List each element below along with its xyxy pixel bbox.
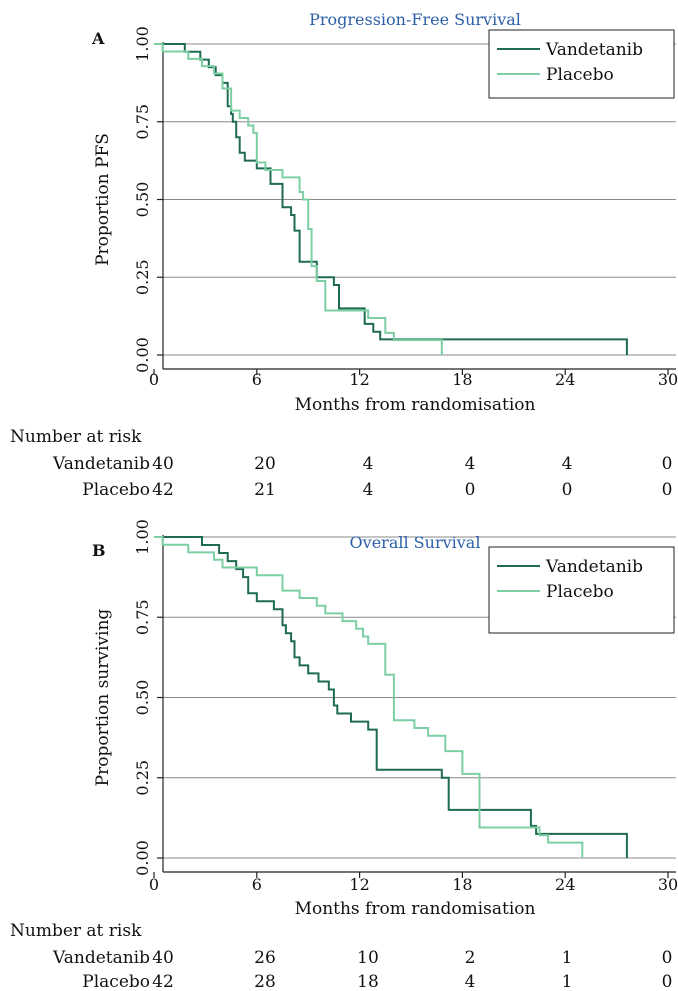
risk-row-label: Placebo	[82, 480, 150, 500]
y-axis-label: Proportion surviving	[93, 609, 113, 787]
risk-cell: 4	[465, 454, 476, 474]
panel-letter: A	[91, 29, 105, 48]
risk-cell: 0	[465, 480, 476, 500]
y-tick-label: 0.50	[133, 680, 152, 716]
risk-cell: 0	[562, 480, 573, 500]
y-tick-label: 0.00	[133, 337, 152, 373]
x-tick-label: 0	[149, 370, 159, 389]
risk-cell: 26	[254, 948, 276, 968]
risk-cell: 21	[254, 480, 276, 500]
risk-table-heading: Number at risk	[10, 427, 142, 447]
risk-cell: 18	[357, 972, 379, 987]
series-line-vandetanib	[154, 536, 628, 858]
risk-cell: 0	[662, 972, 673, 987]
series-line-placebo	[154, 536, 584, 858]
x-axis-label: Months from randomisation	[295, 899, 536, 919]
risk-cell: 28	[254, 972, 276, 987]
legend-entry: Vandetanib	[545, 40, 643, 60]
y-tick-label: 0.00	[133, 840, 152, 876]
y-tick-label: 0.75	[133, 599, 152, 635]
x-axis-label: Months from randomisation	[295, 395, 536, 415]
legend-entry: Vandetanib	[545, 557, 643, 577]
series-line-vandetanib	[154, 43, 628, 355]
chart-title: Overall Survival	[350, 533, 481, 552]
risk-table-heading: Number at risk	[10, 921, 142, 941]
y-tick-label: 1.00	[133, 519, 152, 555]
risk-row-label: Vandetanib	[52, 948, 150, 968]
x-tick-label: 18	[452, 875, 472, 894]
legend-box	[488, 29, 675, 99]
risk-cell: 1	[562, 948, 573, 968]
y-tick-label: 0.25	[133, 259, 152, 295]
x-tick-label: 6	[252, 370, 262, 389]
risk-row-label: Vandetanib	[52, 454, 150, 474]
x-tick-label: 30	[658, 875, 678, 894]
risk-cell: 42	[152, 480, 174, 500]
risk-cell: 42	[152, 972, 174, 987]
y-axis-label: Proportion PFS	[93, 133, 113, 266]
panel-letter: B	[92, 541, 106, 560]
y-tick-label: 1.00	[133, 26, 152, 62]
legend-entry: Placebo	[546, 65, 614, 85]
y-tick-label: 0.50	[133, 182, 152, 218]
x-tick-label: 24	[555, 875, 575, 894]
risk-cell: 40	[152, 454, 174, 474]
risk-cell: 0	[662, 948, 673, 968]
risk-cell: 2	[465, 948, 476, 968]
risk-cell: 4	[465, 972, 476, 987]
risk-cell: 4	[363, 480, 374, 500]
x-tick-label: 12	[349, 370, 369, 389]
chart-title: Progression-Free Survival	[309, 10, 521, 29]
y-tick-label: 0.75	[133, 104, 152, 140]
y-tick-label: 0.25	[133, 760, 152, 796]
x-tick-label: 18	[452, 370, 472, 389]
x-tick-label: 6	[252, 875, 262, 894]
x-tick-label: 24	[555, 370, 575, 389]
risk-cell: 0	[662, 454, 673, 474]
risk-cell: 20	[254, 454, 276, 474]
x-tick-label: 12	[349, 875, 369, 894]
risk-cell: 40	[152, 948, 174, 968]
risk-cell: 0	[662, 480, 673, 500]
legend-entry: Placebo	[546, 582, 614, 602]
series-line-placebo	[154, 43, 443, 355]
x-tick-label: 0	[149, 875, 159, 894]
risk-cell: 4	[363, 454, 374, 474]
risk-cell: 4	[562, 454, 573, 474]
risk-cell: 10	[357, 948, 379, 968]
risk-cell: 1	[562, 972, 573, 987]
risk-row-label: Placebo	[82, 972, 150, 987]
x-tick-label: 30	[658, 370, 678, 389]
